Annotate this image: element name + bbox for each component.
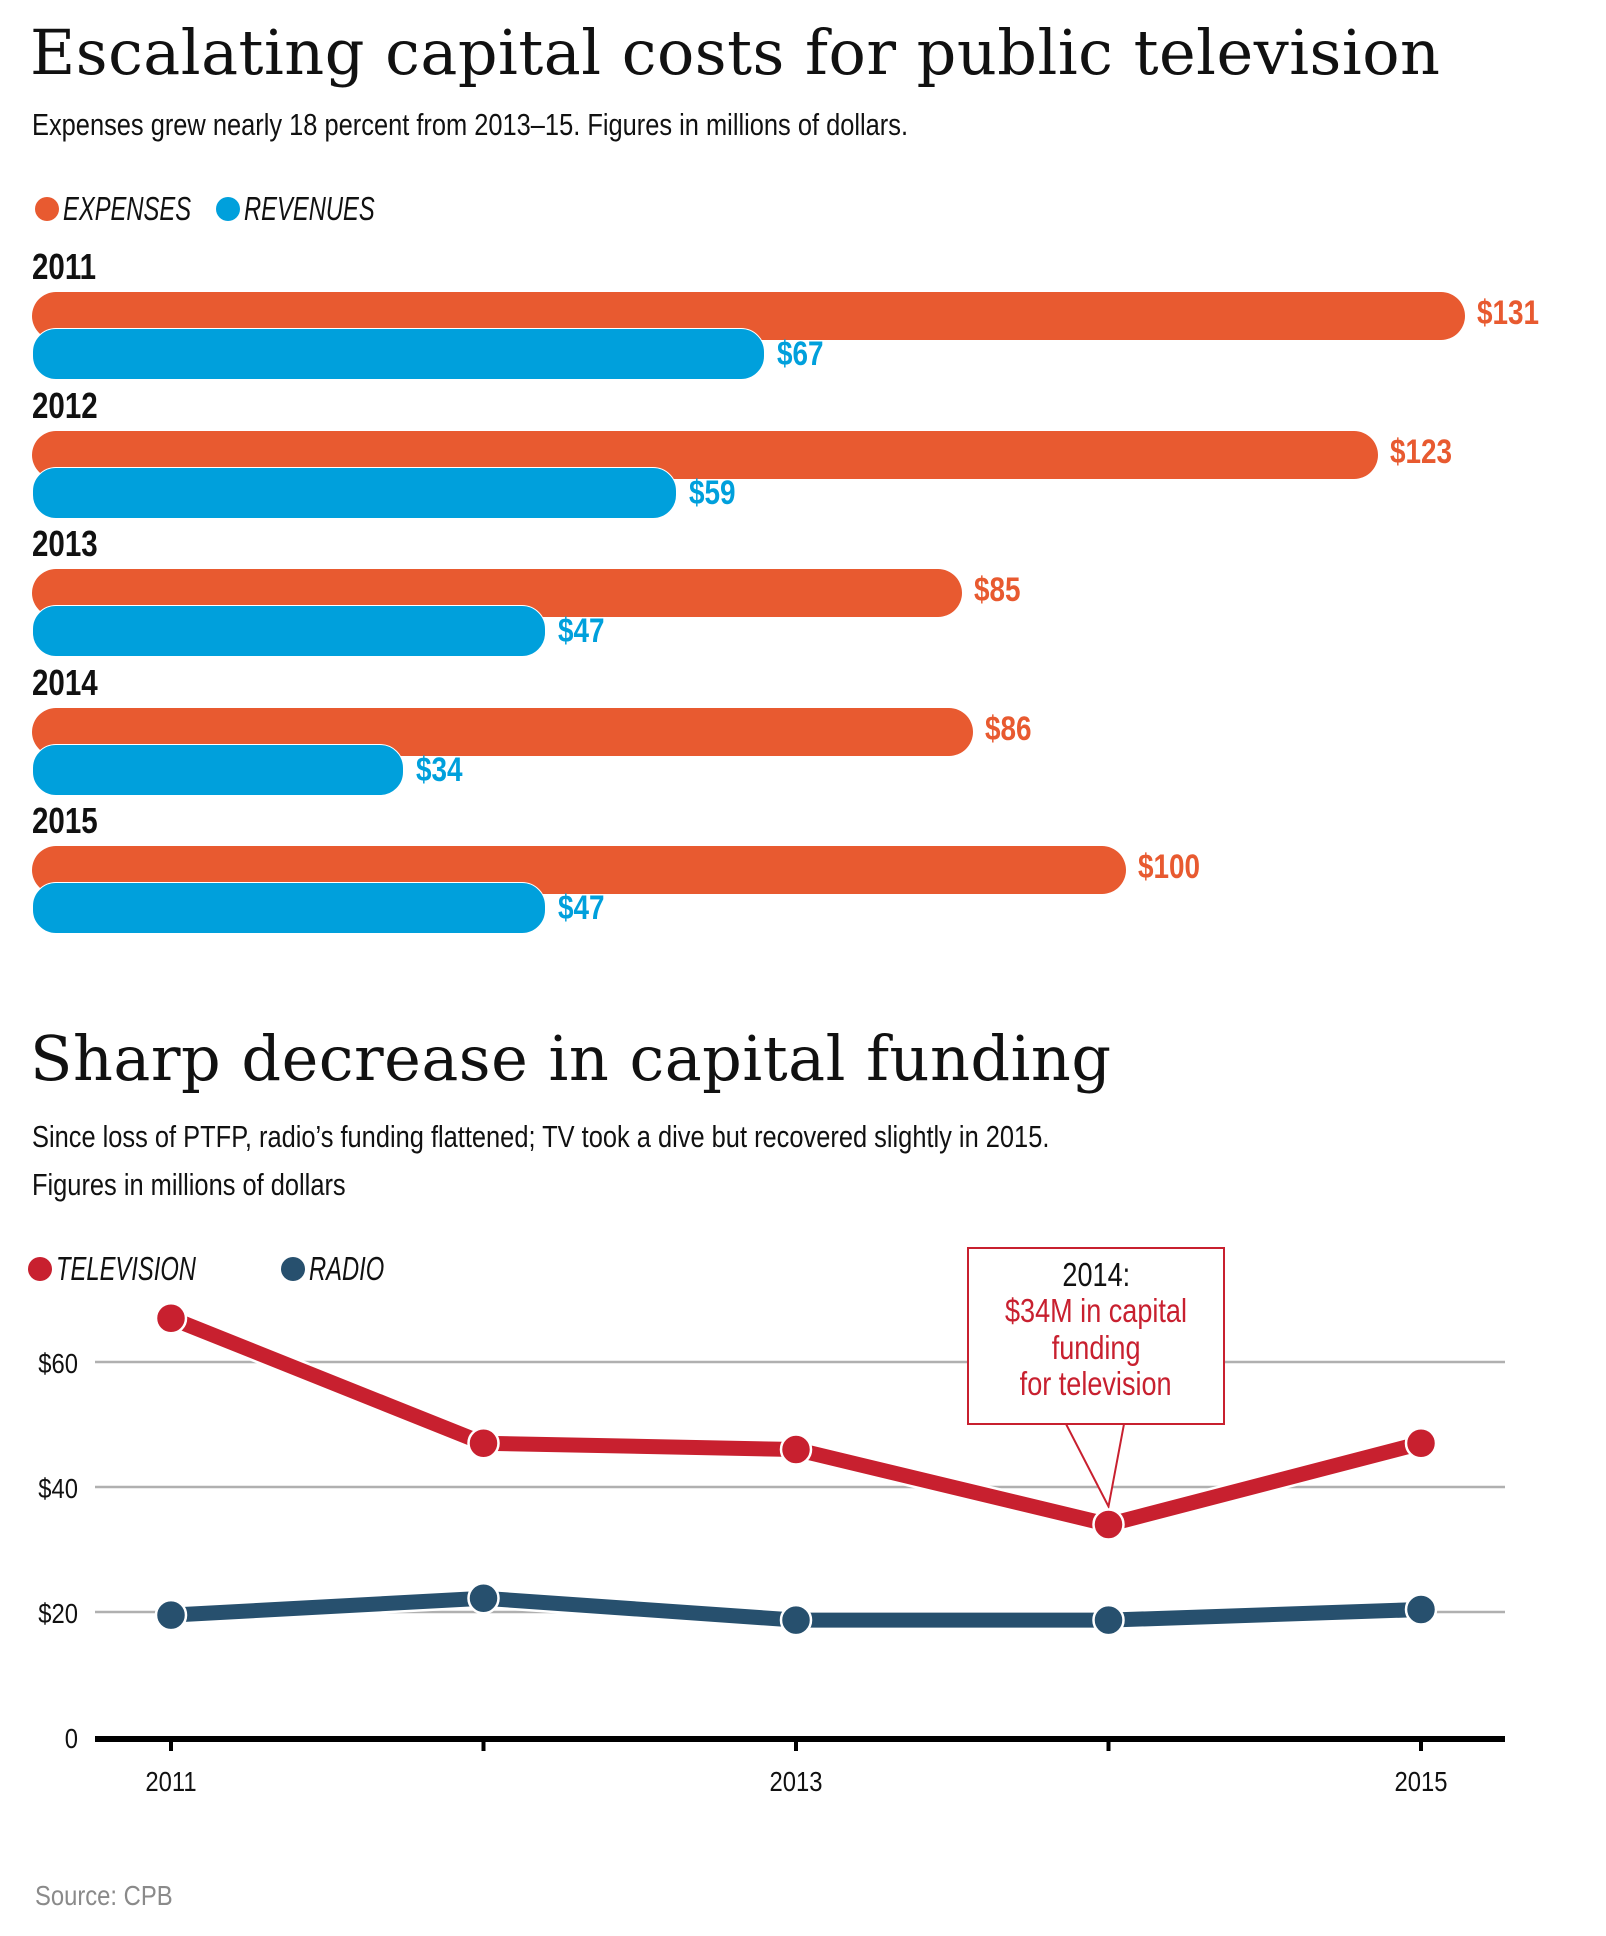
revenues-bar-2013 xyxy=(32,605,547,657)
revenues-value-label-2013: $47 xyxy=(558,612,605,650)
revenues-value-label-2012: $59 xyxy=(689,473,736,512)
television-dot-icon xyxy=(28,1257,52,1281)
radio-point-2014 xyxy=(1092,1603,1125,1637)
revenues-bar-2011 xyxy=(32,328,765,380)
y-tick-label-20: $20 xyxy=(38,1597,78,1629)
y-tick-label-0: 0 xyxy=(65,1722,78,1754)
legend-radio: RADIO xyxy=(281,1250,414,1288)
television-point-2015 xyxy=(1404,1427,1438,1460)
legend-revenues: REVENUES xyxy=(216,190,426,228)
year-label-2014: 2014 xyxy=(32,661,98,703)
radio-point-2015 xyxy=(1404,1593,1438,1626)
revenues-value-label-2014: $34 xyxy=(415,750,463,789)
x-tick-label-2015: 2015 xyxy=(1395,1765,1448,1797)
revenues-bar-2012 xyxy=(32,466,678,519)
year-label-2012: 2012 xyxy=(32,384,98,426)
callout-line3: for television xyxy=(1020,1364,1172,1402)
year-label-2011: 2011 xyxy=(32,246,97,287)
expenses-value-label-2015: $100 xyxy=(1138,848,1201,886)
radio-dot-icon xyxy=(281,1257,305,1281)
chart2-subtitle-line1: Since loss of PTFP, radio’s funding flat… xyxy=(32,1119,1050,1154)
year-label-2015: 2015 xyxy=(32,800,98,841)
revenues-bar-2015 xyxy=(32,882,547,934)
y-tick-label-40: $40 xyxy=(38,1472,78,1504)
callout-box: 2014: $34M in capital funding for televi… xyxy=(967,1247,1225,1425)
x-tick-label-2013: 2013 xyxy=(770,1765,823,1797)
revenues-value-label-2015: $47 xyxy=(558,889,605,927)
year-label-2013: 2013 xyxy=(32,523,98,564)
expenses-value-label-2012: $123 xyxy=(1389,432,1452,471)
legend-television-label: TELEVISION xyxy=(56,1250,196,1287)
expenses-dot-icon xyxy=(35,197,59,221)
legend-radio-label: RADIO xyxy=(309,1250,385,1287)
television-point-2013 xyxy=(779,1433,813,1466)
y-tick-label-60: $60 xyxy=(38,1347,78,1379)
revenues-dot-icon xyxy=(216,197,240,221)
chart2-title: Sharp decrease in capital funding xyxy=(30,1022,1112,1095)
chart2-subtitle-line2: Figures in millions of dollars xyxy=(32,1167,346,1202)
callout-pointer xyxy=(1064,1423,1126,1510)
expenses-value-label-2014: $86 xyxy=(984,709,1032,748)
expenses-value-label-2011: $131 xyxy=(1477,294,1540,332)
revenues-value-label-2011: $67 xyxy=(776,335,824,373)
television-point-2012 xyxy=(467,1427,500,1460)
radio-point-2011 xyxy=(154,1598,188,1632)
revenues-bar-2014 xyxy=(32,743,404,796)
radio-point-2012 xyxy=(467,1582,500,1615)
legend-expenses: EXPENSES xyxy=(35,190,241,228)
expenses-value-label-2013: $85 xyxy=(973,571,1021,609)
chart1-title: Escalating capital costs for public tele… xyxy=(30,16,1441,89)
legend-revenues-label: REVENUES xyxy=(244,190,375,227)
x-tick-label-2011: 2011 xyxy=(145,1765,196,1797)
television-point-2011 xyxy=(154,1302,188,1335)
source-note: Source: CPB xyxy=(35,1880,173,1911)
television-point-2014 xyxy=(1092,1508,1125,1541)
callout-line2: funding xyxy=(1051,1328,1141,1366)
callout-head: 2014: xyxy=(1062,1256,1130,1293)
television-line xyxy=(168,1311,1423,1533)
legend-expenses-label: EXPENSES xyxy=(63,190,192,227)
legend-television: TELEVISION xyxy=(28,1250,250,1288)
radio-point-2013 xyxy=(779,1603,813,1637)
callout-line1: $34M in capital xyxy=(1004,1292,1188,1330)
chart1-subtitle: Expenses grew nearly 18 percent from 201… xyxy=(32,107,909,142)
